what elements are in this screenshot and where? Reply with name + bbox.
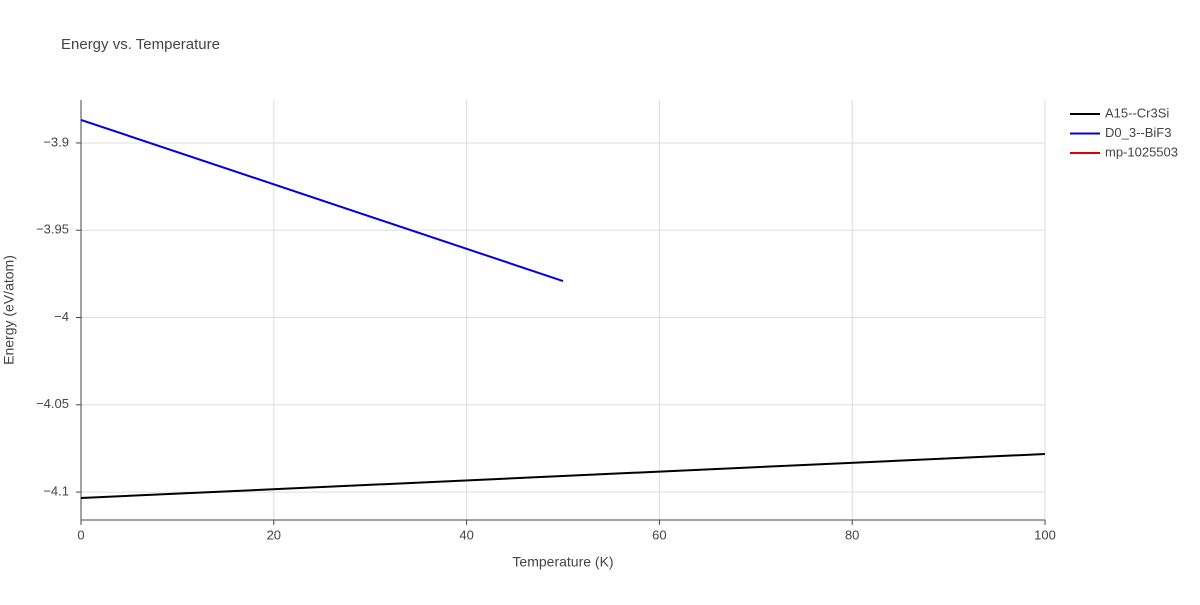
series-line — [80, 453, 1046, 500]
x-tick-label: 60 — [652, 527, 666, 542]
series-line — [80, 118, 564, 282]
y-tick-label: −3.9 — [43, 134, 69, 149]
x-tick-label: 0 — [77, 527, 84, 542]
chart-title: Energy vs. Temperature — [61, 36, 220, 53]
legend-label: D0_3--BiF3 — [1105, 125, 1171, 140]
x-tick-label: 40 — [459, 527, 473, 542]
x-tick-label: 80 — [845, 527, 859, 542]
legend-label: mp-1025503 — [1105, 144, 1178, 159]
y-tick-label: −3.95 — [36, 222, 69, 237]
x-axis-label: Temperature (K) — [512, 554, 613, 570]
y-axis-label: Energy (eV/atom) — [1, 255, 17, 365]
x-tick-label: 20 — [267, 527, 281, 542]
x-tick-label: 100 — [1034, 527, 1056, 542]
y-tick-label: −4 — [54, 309, 69, 324]
y-tick-label: −4.05 — [36, 396, 69, 411]
legend-label: A15--Cr3Si — [1105, 105, 1169, 120]
y-tick-label: −4.1 — [43, 484, 69, 499]
